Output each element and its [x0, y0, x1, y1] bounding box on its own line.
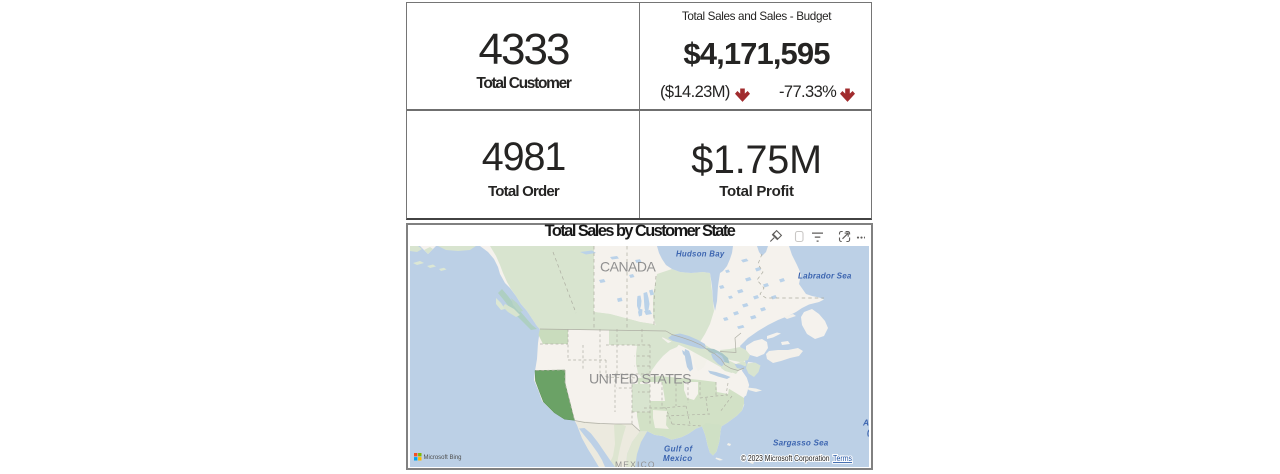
svg-text:Microsoft Bing: Microsoft Bing	[424, 455, 462, 461]
svg-text:© 2023 Microsoft Corporation: © 2023 Microsoft Corporation	[741, 454, 830, 463]
svg-text:Terms: Terms	[833, 454, 852, 463]
svg-text:Hudson Bay: Hudson Bay	[676, 250, 725, 259]
svg-text:Gulf of: Gulf of	[664, 445, 694, 454]
svg-text:MEXICO: MEXICO	[615, 460, 656, 468]
svg-text:A: A	[862, 418, 869, 428]
svg-text:Labrador Sea: Labrador Sea	[798, 272, 852, 281]
svg-text:CANADA: CANADA	[600, 259, 657, 275]
svg-text:Mexico: Mexico	[663, 454, 693, 463]
svg-text:Sargasso Sea: Sargasso Sea	[773, 439, 829, 448]
svg-text:(: (	[867, 427, 869, 437]
svg-text:UNITED STATES: UNITED STATES	[589, 372, 691, 388]
